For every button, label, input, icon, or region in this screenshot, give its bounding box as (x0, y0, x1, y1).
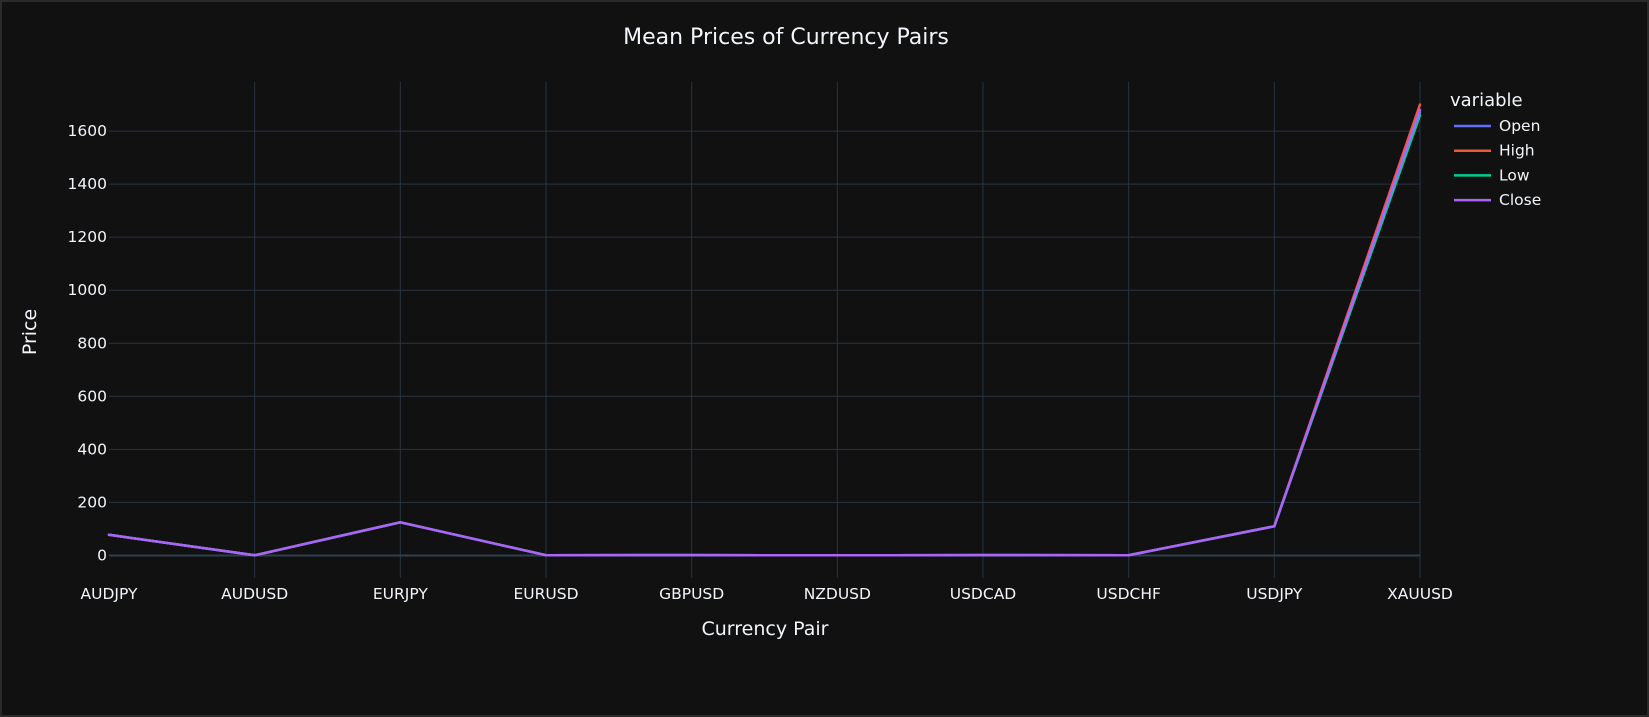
legend-label: Low (1499, 166, 1530, 184)
x-tick-label: AUDJPY (81, 585, 138, 603)
series-line-high (107, 103, 1422, 557)
legend-item-high[interactable]: High (1454, 142, 1535, 160)
legend: variable Open High Low Close (1450, 90, 1541, 209)
series-lines (107, 103, 1422, 557)
y-axis-ticks: 0 200 400 600 800 1000 1200 1400 1600 (68, 122, 107, 564)
series-line-low (107, 113, 1422, 557)
y-tick-label: 600 (77, 387, 107, 405)
y-tick-label: 1400 (68, 175, 107, 193)
x-tick-label: USDCAD (950, 585, 1017, 603)
x-axis-ticks: AUDJPY AUDUSD EURJPY EURUSD GBPUSD NZDUSD USDC… (81, 585, 1453, 603)
x-tick-label: GBPUSD (659, 585, 724, 603)
y-tick-label: 800 (77, 334, 107, 352)
x-tick-label: USDJPY (1246, 585, 1303, 603)
x-tick-label: EURUSD (513, 585, 578, 603)
legend-label: High (1499, 142, 1535, 160)
series-line-close (107, 108, 1422, 557)
legend-item-close[interactable]: Close (1454, 191, 1541, 209)
y-tick-label: 0 (97, 546, 107, 564)
legend-title: variable (1450, 90, 1523, 111)
x-axis-title: Currency Pair (702, 618, 829, 640)
chart-title: Mean Prices of Currency Pairs (623, 25, 949, 50)
series-line-open (107, 111, 1422, 557)
x-tick-label: USDCHF (1096, 585, 1161, 603)
legend-item-low[interactable]: Low (1454, 166, 1530, 184)
y-tick-label: 400 (77, 440, 107, 458)
y-tick-label: 1600 (68, 122, 107, 140)
legend-item-open[interactable]: Open (1454, 117, 1540, 135)
legend-label: Close (1499, 191, 1541, 209)
x-tick-label: XAUUSD (1387, 585, 1453, 603)
x-tick-label: NZDUSD (804, 585, 871, 603)
x-tick-label: AUDUSD (221, 585, 288, 603)
y-tick-label: 1000 (68, 281, 107, 299)
legend-label: Open (1499, 117, 1540, 135)
y-tick-label: 1200 (68, 228, 107, 246)
grid (109, 82, 1421, 578)
y-axis-title: Price (19, 309, 41, 355)
y-tick-label: 200 (77, 493, 107, 511)
x-tick-label: EURJPY (373, 585, 428, 603)
